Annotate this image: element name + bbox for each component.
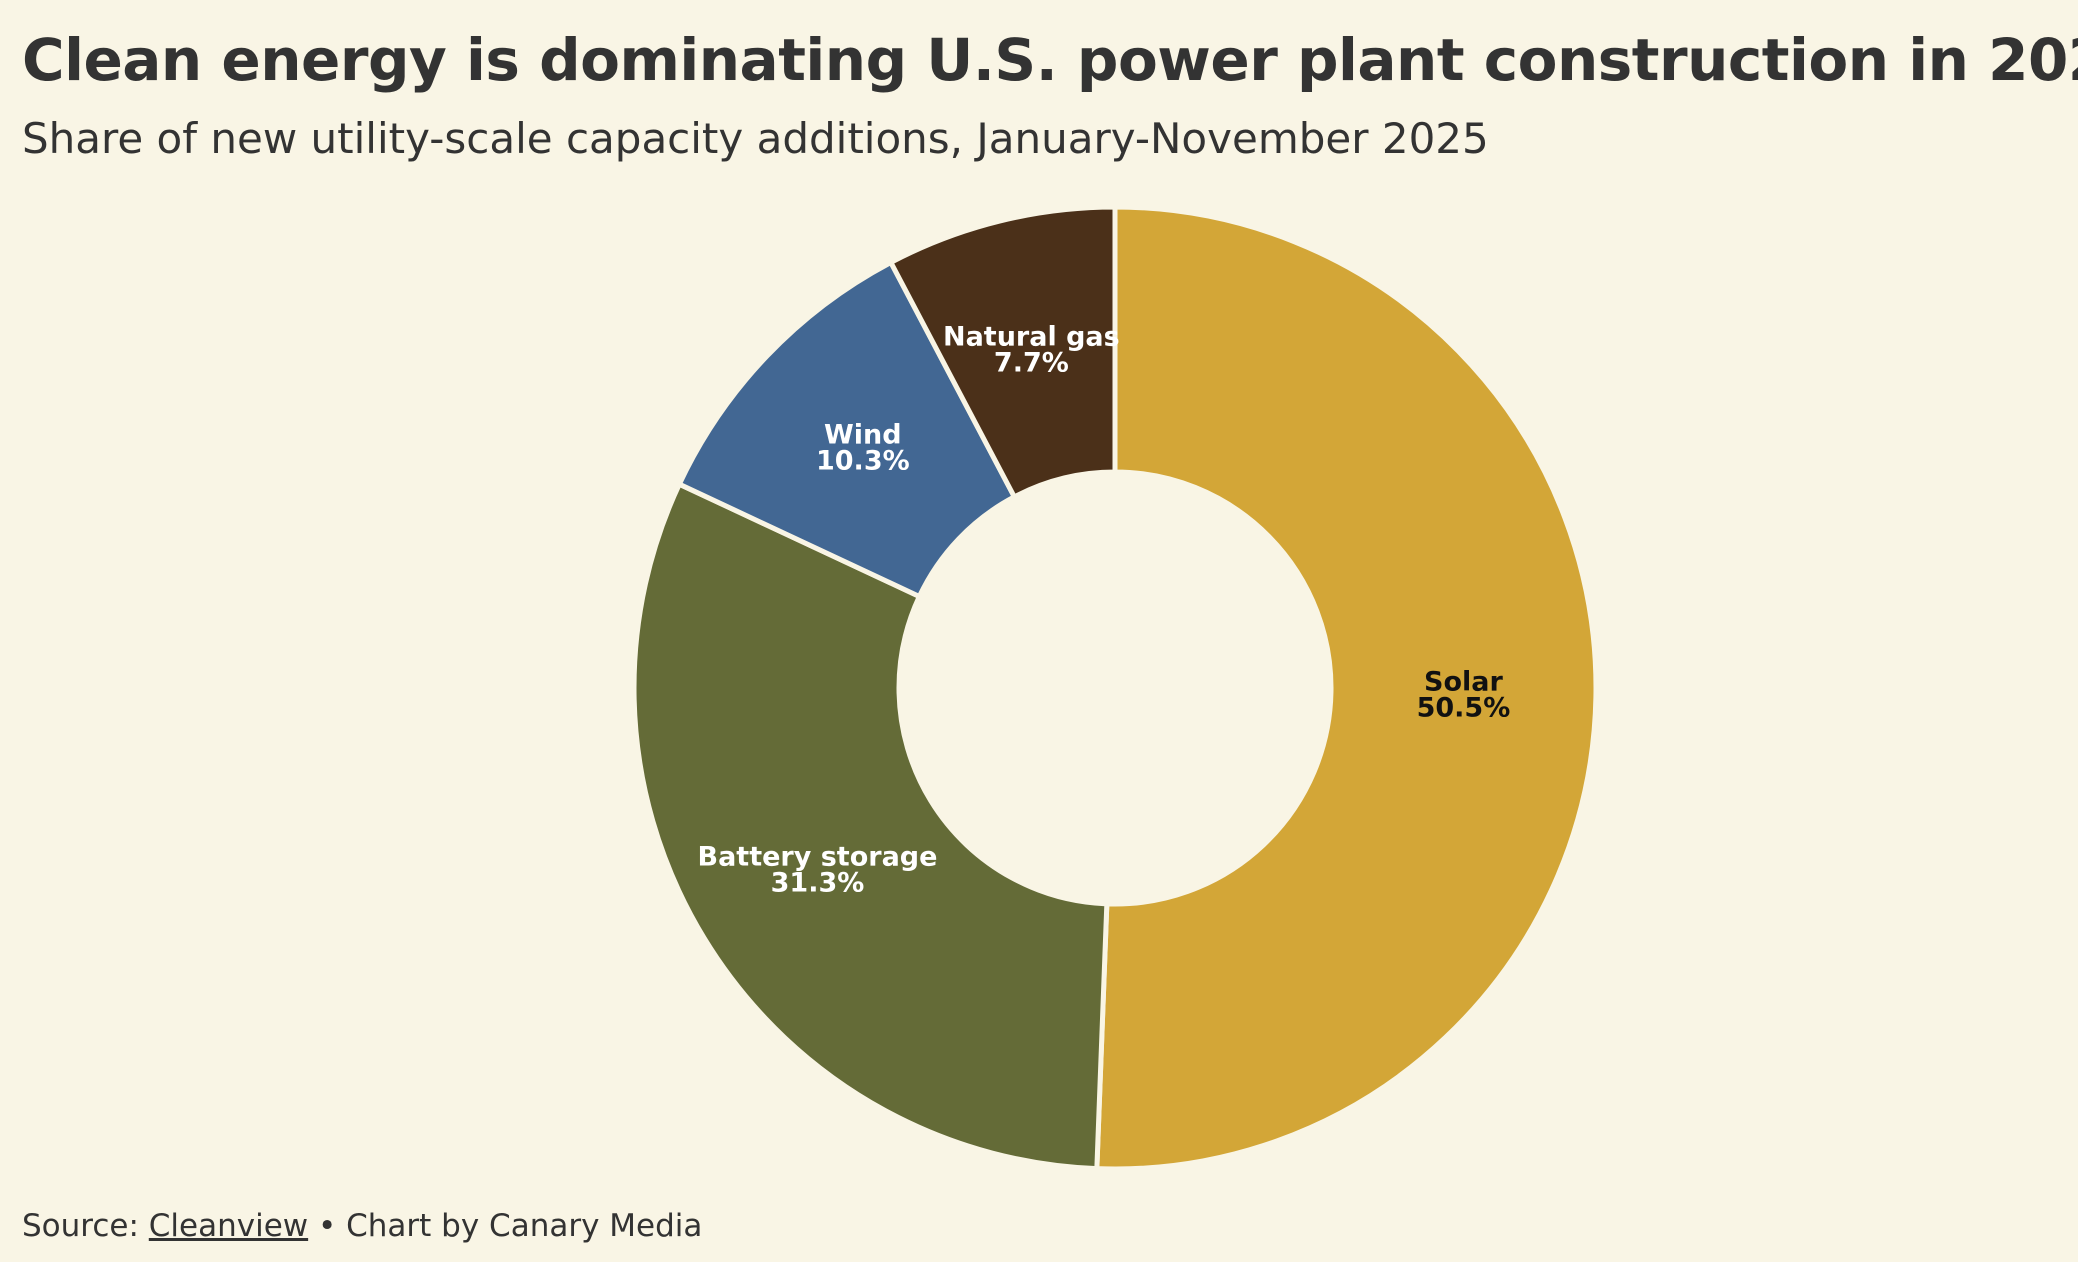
slice-label-wind: Wind 10.3% bbox=[816, 419, 910, 476]
slice-name-solar: Solar bbox=[1424, 667, 1503, 698]
slice-name-battery-storage: Battery storage bbox=[698, 841, 938, 872]
slice-name-wind: Wind bbox=[824, 419, 902, 450]
chart-title: Clean energy is dominating U.S. power pl… bbox=[22, 26, 2078, 94]
donut-labels: Solar 50.5% Battery storage 31.3% Wind 10.3% N… bbox=[698, 322, 1511, 899]
slice-battery-storage[interactable] bbox=[631, 481, 1110, 1172]
source-prefix: Source: bbox=[22, 1208, 149, 1244]
slice-wind[interactable] bbox=[676, 259, 1017, 599]
slice-value-solar: 50.5% bbox=[1417, 693, 1511, 724]
slice-name-natural-gas: Natural gas bbox=[943, 322, 1120, 353]
chart-subtitle: Share of new utility-scale capacity addi… bbox=[22, 114, 1489, 163]
chart-footer: Source: Cleanview • Chart by Canary Medi… bbox=[22, 1208, 702, 1244]
slice-label-solar: Solar 50.5% bbox=[1417, 667, 1511, 724]
slice-label-natural-gas: Natural gas 7.7% bbox=[943, 322, 1120, 379]
source-link[interactable]: Cleanview bbox=[148, 1208, 309, 1244]
chart-credit: • Chart by Canary Media bbox=[308, 1208, 703, 1244]
slice-label-battery-storage: Battery storage 31.3% bbox=[698, 841, 938, 898]
slice-value-wind: 10.3% bbox=[816, 445, 910, 476]
slice-natural-gas[interactable] bbox=[888, 204, 1118, 500]
slice-solar[interactable] bbox=[1094, 204, 1599, 1172]
donut-slices bbox=[631, 204, 1599, 1172]
slice-value-natural-gas: 7.7% bbox=[994, 348, 1069, 379]
slice-value-battery-storage: 31.3% bbox=[771, 867, 865, 898]
